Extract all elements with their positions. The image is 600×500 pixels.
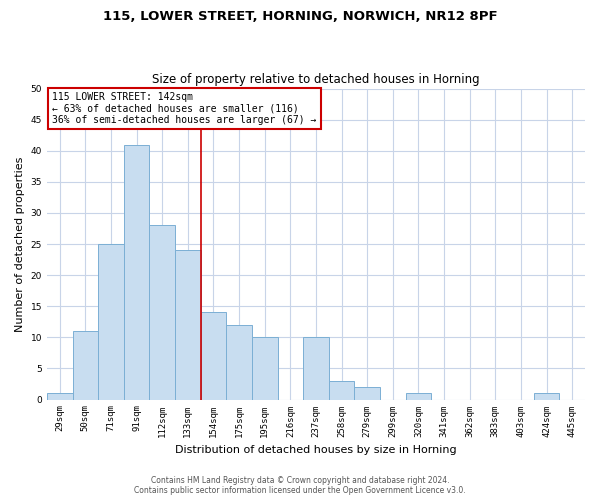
Bar (175, 250, 200, 400)
Text: 115, LOWER STREET, HORNING, NORWICH, NR12 8PF: 115, LOWER STREET, HORNING, NORWICH, NR1… (103, 10, 497, 23)
Bar (149, 226, 175, 400)
Bar (406, 394, 431, 400)
Bar (124, 144, 149, 400)
Bar (252, 338, 278, 400)
Bar (303, 338, 329, 400)
Bar (329, 381, 355, 400)
Bar (226, 325, 252, 400)
Bar (98, 244, 124, 400)
Text: Contains HM Land Registry data © Crown copyright and database right 2024.
Contai: Contains HM Land Registry data © Crown c… (134, 476, 466, 495)
Text: 115 LOWER STREET: 142sqm
← 63% of detached houses are smaller (116)
36% of semi-: 115 LOWER STREET: 142sqm ← 63% of detach… (52, 92, 317, 125)
Y-axis label: Number of detached properties: Number of detached properties (15, 156, 25, 332)
Bar (47, 394, 73, 400)
Title: Size of property relative to detached houses in Horning: Size of property relative to detached ho… (152, 73, 480, 86)
Bar (200, 312, 226, 400)
Bar (355, 387, 380, 400)
Bar (73, 331, 98, 400)
Bar (534, 394, 559, 400)
X-axis label: Distribution of detached houses by size in Horning: Distribution of detached houses by size … (175, 445, 457, 455)
